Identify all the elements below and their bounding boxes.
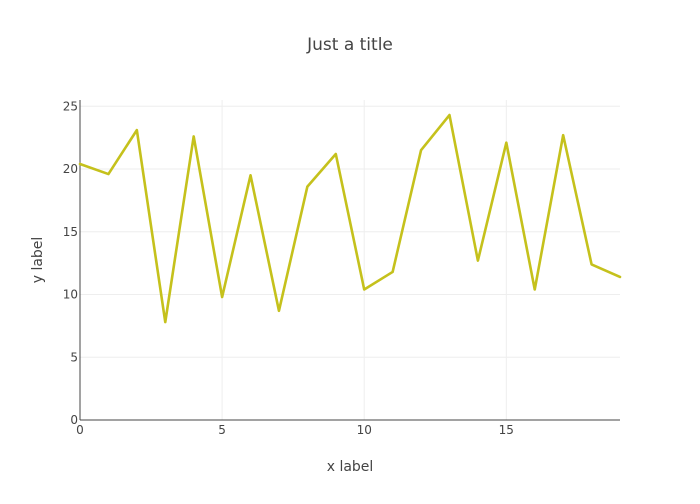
y-tick-label: 0 [70,413,78,427]
y-tick-label: 20 [63,162,78,176]
x-tick-label: 5 [218,423,226,437]
x-tick-label: 10 [357,423,372,437]
y-tick-label: 5 [70,350,78,364]
x-axis-label: x label [327,459,374,475]
y-tick-label: 10 [63,288,78,302]
x-tick-label: 0 [76,423,84,437]
series [78,113,622,324]
y-tick-label: 15 [63,225,78,239]
axes [79,100,620,421]
y-tick-label: 25 [63,99,78,113]
y-axis-label: y label [30,237,46,284]
tick-labels: 0 5 10 15 0 5 10 15 20 25 [63,99,514,437]
chart-title: Just a title [306,35,393,55]
series-line [78,113,622,324]
x-tick-label: 15 [499,423,514,437]
